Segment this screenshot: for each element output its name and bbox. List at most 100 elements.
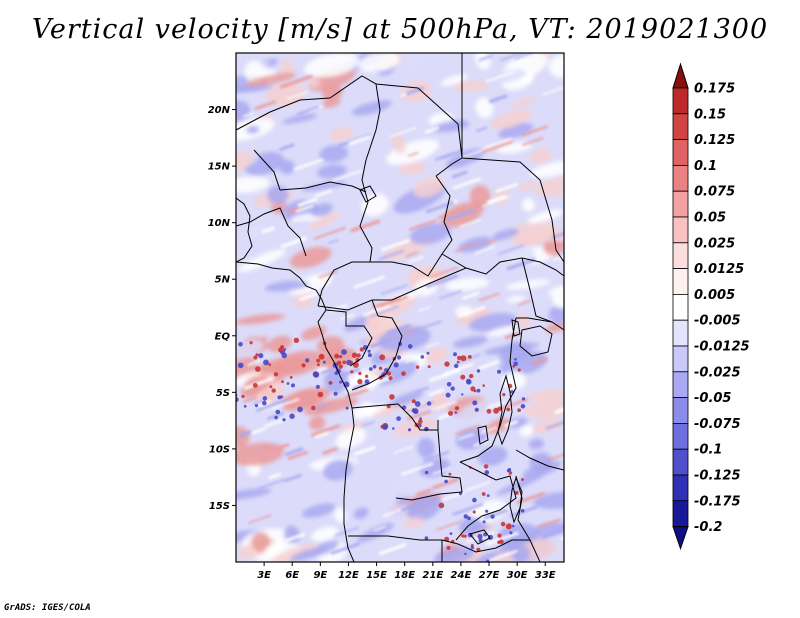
convective-cell [454,363,459,369]
convective-cell [483,464,489,469]
field-patch [477,446,508,466]
field-streak [438,290,462,300]
field-streak [295,204,314,213]
field-patch [236,355,258,380]
colorbar-swatch [672,500,689,527]
convective-cell [424,470,429,475]
field-patch [251,532,271,553]
field-streak [264,418,287,428]
field-streak [297,197,318,207]
lake-tanganyika [497,374,513,446]
convective-cell [482,384,486,387]
colorbar-swatch [672,474,689,502]
field-streak [537,518,561,529]
lake-chad [359,185,377,203]
convective-cell [269,385,273,389]
field-patch [534,176,564,197]
field-patch [413,176,445,198]
field-streak [436,208,465,220]
field-streak [474,245,495,255]
convective-cell [420,355,425,359]
field-streak [288,206,303,214]
field-patch [510,97,536,108]
field-patch [388,391,424,407]
convective-cell [407,344,413,349]
lake-kariba [469,529,491,545]
convective-cell [424,536,429,540]
field-streak [424,126,440,134]
convective-cell [457,355,462,361]
field-patch [280,59,295,77]
convective-cell [477,533,483,540]
convective-cell [490,514,495,519]
convective-cell [506,407,511,412]
convective-cell [364,374,369,378]
field-streak [516,492,546,504]
field-patch [394,418,437,437]
convective-cell [273,372,279,377]
field-patch [289,547,325,562]
convective-cell [478,538,483,543]
field-streak [488,94,508,104]
convective-cell [493,407,499,414]
convective-cell [497,406,502,411]
convective-cell [510,390,514,394]
convective-cell [461,393,464,396]
field-streak [521,125,548,137]
field-patch [453,336,488,348]
convective-cell [316,363,320,367]
field-patch [475,97,494,119]
field-patch [310,203,333,217]
colorbar-swatch [672,422,689,450]
convective-cell [497,533,502,538]
convective-cell [277,395,282,400]
border-sudan-east [461,157,564,263]
convective-cell [358,371,362,376]
field-streak [322,447,338,455]
convective-cell [345,406,349,410]
convective-cell [252,383,258,388]
field-patch [398,162,427,175]
field-streak [369,305,399,318]
field-streak [517,299,531,306]
convective-cell [322,360,326,364]
convective-cell [472,510,476,514]
field-streak [312,403,328,411]
chart-title: Vertical velocity [m/s] at 500hPa, VT: 2… [31,14,769,45]
field-streak [547,242,564,251]
convective-cell [274,415,278,420]
field-streak [278,443,290,450]
field-streak [286,91,309,100]
field-streak [430,400,457,412]
convective-cell [446,545,451,550]
field-streak [532,357,548,366]
colorbar-swatch [672,113,689,141]
field-patch [311,526,339,542]
convective-cell [289,376,293,379]
field-patch [386,139,440,165]
convective-cell [509,531,513,535]
colorbar-swatch [672,319,689,347]
convective-cell [238,341,243,347]
field-patch [264,280,310,292]
convective-cell [486,408,492,414]
field-patch [519,424,534,437]
convective-cell [445,392,451,398]
field-patch [427,413,462,438]
field-patch [545,323,564,333]
field-streak [279,143,295,151]
x-tick-label: 15E [366,570,387,581]
convective-cell [415,365,420,369]
colorbar: 0.175 0.15 0.125 0.1 0.075 0.05 0.025 0.0125 0.0… [672,62,750,551]
field-streak [334,526,360,537]
field-streak [281,236,307,249]
field-streak [462,291,480,300]
field-streak [407,151,419,157]
convective-cell [497,540,501,544]
colorbar-swatch [672,371,689,398]
field-streak [485,531,519,546]
x-tick-label: 30E [507,570,528,581]
colorbar-swatch [672,345,689,373]
field-streak [315,189,333,198]
field-patch [434,547,475,562]
